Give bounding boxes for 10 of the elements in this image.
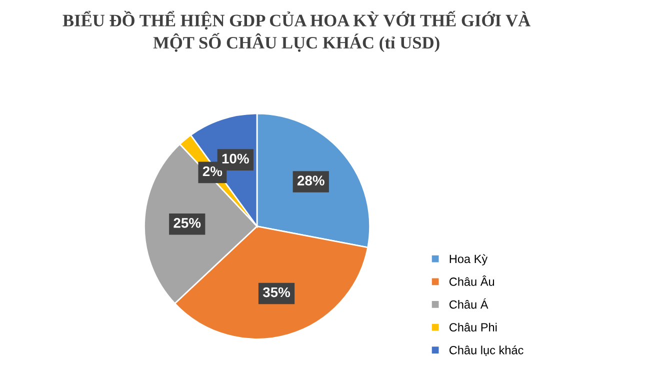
legend-label: Châu Phi xyxy=(449,322,497,332)
legend-label: Châu Âu xyxy=(449,275,494,286)
chart-title: BIỂU ĐỒ THỂ HIỆN GDP CỦA HOA KỲ VỚI THẾ GIỚI VÀ MỘT SỐ CHÂU LỤC KHÁC (tỉ USD) xyxy=(62,10,530,52)
legend-label: Châu Á xyxy=(449,298,488,309)
legend-label: Châu lục khác xyxy=(449,346,524,356)
data-label: 25% xyxy=(174,218,201,228)
data-label: 28% xyxy=(297,176,324,186)
legend-label: Hoa Kỳ xyxy=(450,254,488,266)
data-label: 35% xyxy=(262,287,290,298)
data-label: 10% xyxy=(222,154,249,164)
